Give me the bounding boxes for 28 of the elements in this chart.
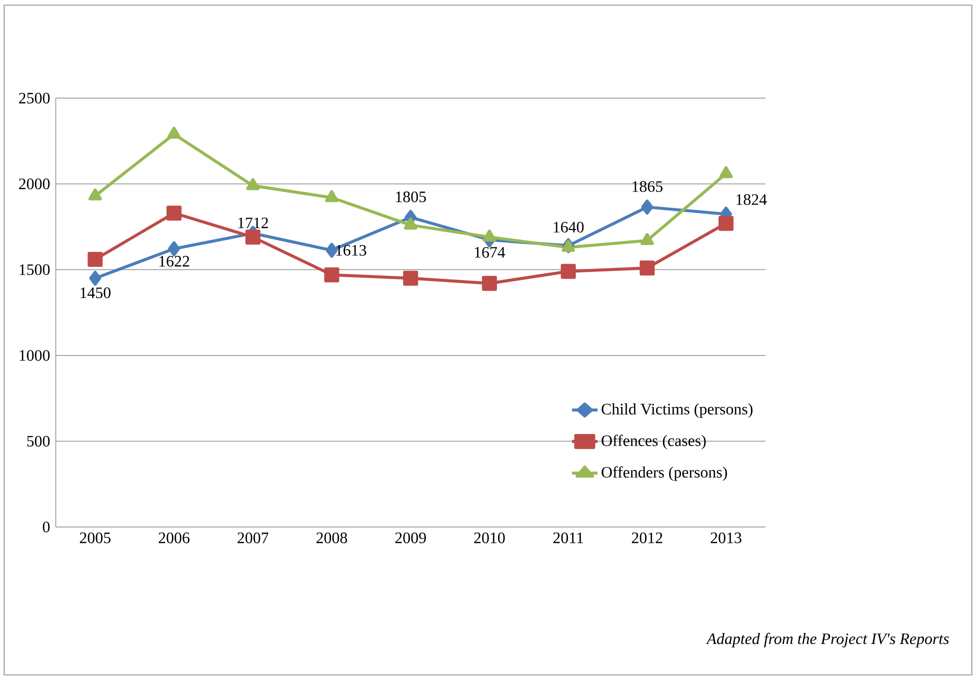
y-tick-label: 2000 [19,178,50,190]
y-tick-label: 1500 [20,264,50,276]
data-label: 1622 [159,256,190,267]
y-tick-label: 1000 [20,350,50,361]
text: Adapted from the Project IV's Reports [706,632,949,648]
x-tick-label: 2012 [632,532,662,544]
x-tick-label: 2013 [710,532,742,544]
data-label: 1674 [474,246,506,258]
y-tick-label: 500 [27,436,50,447]
legend-label: Offences (cases) [602,434,706,450]
data-label: 1613 [336,244,366,256]
data-label: 1712 [238,218,268,228]
x-tick-label: 2010 [474,532,505,544]
data-label: 1865 [632,181,662,192]
x-tick-label: 2007 [238,532,268,544]
x-tick-label: 2008 [316,532,348,544]
legend-label: Child Victims (persons) [602,403,752,418]
x-tick-label: 2005 [80,532,110,544]
x-tick-label: 2011 [553,532,583,544]
legend-label: Offenders (persons) [602,466,727,481]
y-tick-label: 2500 [19,92,50,104]
data-label: 1640 [554,222,584,232]
data-label: 1805 [396,191,426,202]
x-tick-label: 2006 [158,532,190,544]
x-tick-label: 2009 [395,532,426,544]
data-label: 1824 [736,194,767,205]
y-tick-label: 0 [42,522,50,532]
data-label: 1450 [80,287,110,298]
